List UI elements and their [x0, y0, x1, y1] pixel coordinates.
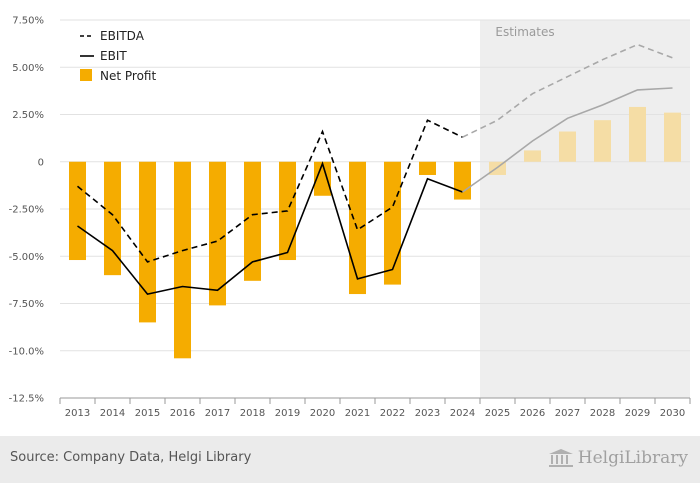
- net-profit-bar: [174, 161, 191, 359]
- y-tick-label: -12.5%: [9, 394, 44, 405]
- net-profit-bar: [454, 161, 471, 200]
- series-lines: [76, 43, 673, 295]
- x-tick-label: 2026: [520, 408, 545, 419]
- x-tick-label: 2015: [135, 408, 160, 419]
- net-profit-bar: [524, 150, 541, 162]
- x-tick-label: 2029: [625, 408, 650, 419]
- net-profit-bar: [594, 120, 611, 162]
- x-tick-label: 2016: [170, 408, 195, 419]
- y-axis-ticks: 7.50% 5.00% 2.50% 0 -2.50% -5.00% -7.50% -10.0%…: [9, 16, 44, 405]
- x-tick-label: 2025: [485, 408, 510, 419]
- x-tick-label: 2020: [310, 408, 335, 419]
- y-tick-label: -7.50%: [9, 299, 44, 310]
- x-tick-label: 2018: [240, 408, 265, 419]
- net-profit-bar: [314, 161, 331, 196]
- x-tick-label: 2023: [415, 408, 440, 419]
- y-tick-label: 2.50%: [12, 110, 44, 121]
- legend-net-profit-swatch: [80, 69, 92, 81]
- source-note: Source: Company Data, Helgi Library: [10, 450, 252, 465]
- net-profit-bar: [209, 161, 226, 306]
- legend-ebitda-label: EBITDA: [100, 29, 145, 43]
- net-profit-bar: [629, 106, 646, 162]
- x-tick-label: 2022: [380, 408, 405, 419]
- net-profit-bar: [139, 161, 156, 323]
- legend-ebit-label: EBIT: [100, 49, 127, 63]
- y-tick-label: -2.50%: [9, 205, 44, 216]
- x-axis: 2013 2014 2015 2016 2017 2018 2019 2020 2021 2022…: [59, 397, 691, 419]
- net-profit-bar: [419, 161, 436, 175]
- library-building-icon: [548, 449, 573, 467]
- x-tick-label: 2028: [590, 408, 615, 419]
- y-tick-label: 7.50%: [12, 16, 44, 27]
- net-profit-bar: [559, 131, 576, 162]
- x-tick-label: 2013: [65, 408, 90, 419]
- footer-bar: Source: Company Data, Helgi Library Helg…: [0, 436, 700, 483]
- net-profit-bar: [664, 112, 681, 162]
- ebit-line-actual: [77, 161, 463, 295]
- chart-canvas: Estimates 7.50% 5.00% 2.50% 0 -2.50% -5.00% -7…: [9, 16, 691, 419]
- net-profit-bar: [69, 161, 86, 261]
- legend-net-profit-label: Net Profit: [100, 69, 156, 83]
- x-tick-label: 2024: [450, 408, 475, 419]
- net-profit-bar: [244, 161, 261, 281]
- estimates-label: Estimates: [495, 25, 554, 39]
- y-tick-label: -10.0%: [9, 346, 44, 357]
- ebit-line-estimate: [462, 87, 673, 193]
- x-tick-label: 2021: [345, 408, 370, 419]
- y-tick-label: -5.00%: [9, 252, 44, 263]
- y-tick-label: 5.00%: [12, 63, 44, 74]
- ebitda-line-estimate: [462, 43, 673, 138]
- net-profit-bars: [69, 106, 681, 359]
- legend: EBITDA EBIT Net Profit: [80, 29, 156, 83]
- x-tick-label: 2014: [100, 408, 125, 419]
- x-tick-label: 2030: [660, 408, 685, 419]
- ebitda-line-actual: [76, 119, 463, 263]
- brand-logo: HelgiLibrary: [548, 448, 688, 468]
- y-tick-label: 0: [38, 157, 44, 168]
- x-tick-label: 2027: [555, 408, 580, 419]
- x-tick-label: 2017: [205, 408, 230, 419]
- net-profit-bar: [384, 161, 401, 285]
- x-tick-label: 2019: [275, 408, 300, 419]
- brand-name: HelgiLibrary: [577, 448, 688, 468]
